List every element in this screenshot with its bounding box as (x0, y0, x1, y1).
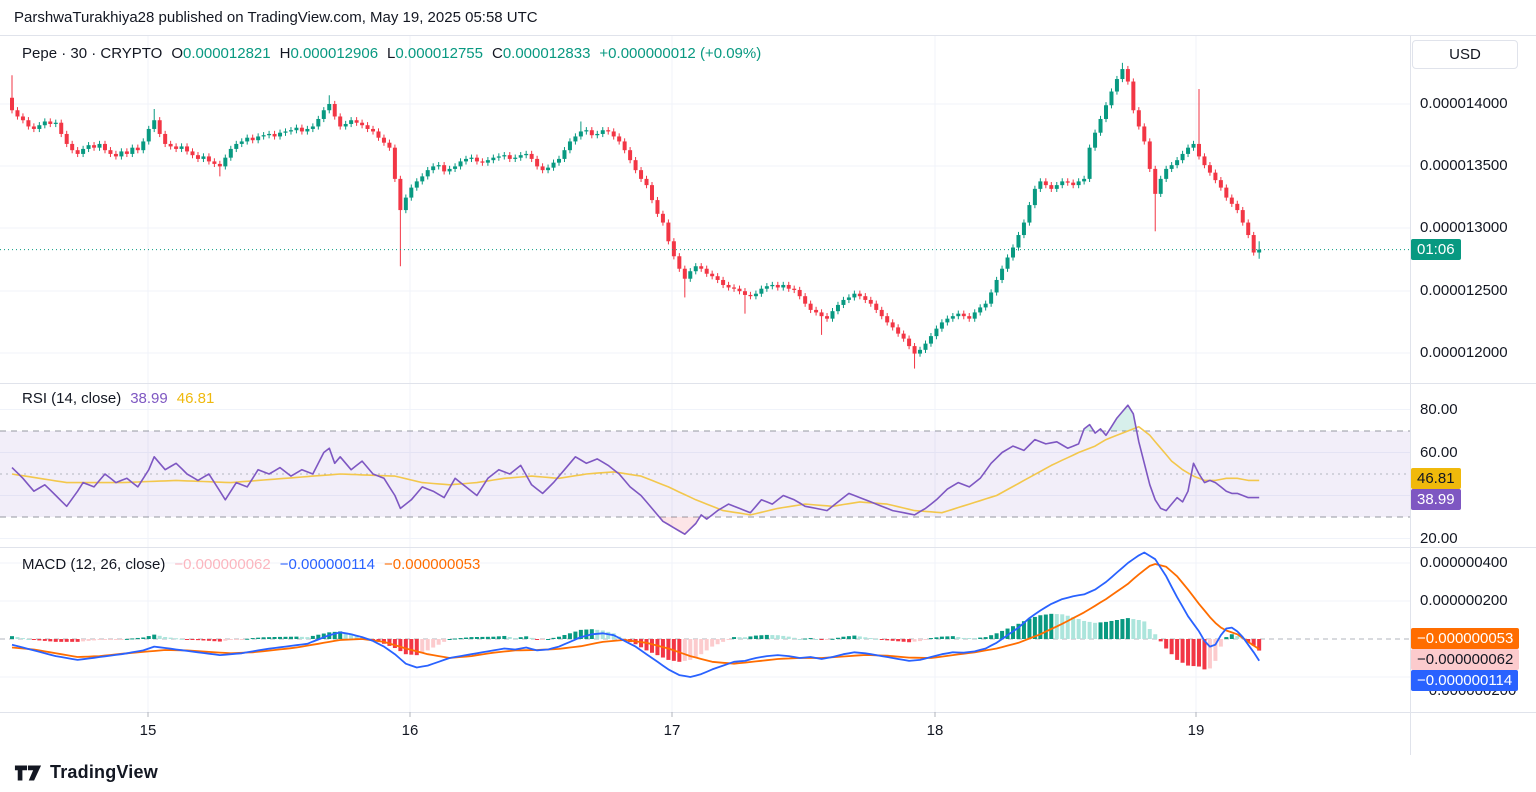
rsi-tick: 60.00 (1420, 444, 1458, 461)
macd-histogram-value: −0.000000062 (174, 556, 271, 573)
countdown-badge: 01:06 (1411, 239, 1461, 260)
ohlc-high: H0.000012906 (279, 45, 379, 62)
currency-button[interactable]: USD (1412, 40, 1518, 69)
macd-line-value: −0.000000114 (279, 556, 375, 573)
macd-histogram-badge: −0.000000062 (1411, 649, 1520, 670)
price-tick: 0.000012000 (1420, 344, 1508, 361)
tradingview-brand[interactable]: TradingView (50, 762, 158, 782)
price-change: +0.000000012 (+0.09%) (599, 45, 762, 62)
macd-tick: 0.000000200 (1420, 592, 1508, 609)
time-label: 19 (1187, 722, 1205, 739)
rsi-ma-value: 46.81 (176, 390, 215, 407)
rsi-value-badge: 38.99 (1411, 489, 1461, 510)
macd-title[interactable]: MACD (12, 26, close) (22, 556, 166, 573)
footer: TradingView (14, 762, 158, 783)
symbol-legend[interactable]: Pepe · 30 · CRYPTO O0.000012821 H0.00001… (22, 45, 761, 62)
ohlc-low: L0.000012755 (387, 45, 483, 62)
rsi-legend[interactable]: RSI (14, close) 38.99 46.81 (22, 390, 214, 407)
tradingview-logo-icon[interactable] (14, 763, 42, 783)
symbol-title[interactable]: Pepe · 30 · CRYPTO (22, 45, 163, 62)
ohlc-close: C0.000012833 (491, 45, 591, 62)
macd-signal-value: −0.000000053 (384, 556, 481, 573)
rsi-ma-badge: 46.81 (1411, 468, 1461, 489)
time-label: 15 (139, 722, 157, 739)
price-tick: 0.000013500 (1420, 157, 1508, 174)
rsi-title[interactable]: RSI (14, close) (22, 390, 122, 407)
macd-legend[interactable]: MACD (12, 26, close) −0.000000062 −0.000… (22, 556, 480, 573)
ohlc-open: O0.000012821 (171, 45, 271, 62)
time-label: 16 (401, 722, 419, 739)
time-label: 17 (663, 722, 681, 739)
rsi-value: 38.99 (130, 390, 168, 407)
macd-line-badge: −0.000000114 (1411, 670, 1519, 691)
price-tick: 0.000013000 (1420, 219, 1508, 236)
macd-tick: 0.000000400 (1420, 554, 1508, 571)
rsi-tick: 80.00 (1420, 401, 1458, 418)
price-tick: 0.000014000 (1420, 95, 1508, 112)
price-tick: 0.000012500 (1420, 282, 1508, 299)
time-label: 18 (926, 722, 944, 739)
rsi-tick: 20.00 (1420, 530, 1458, 547)
publish-attribution: ParshwaTurakhiya28 published on TradingV… (14, 9, 538, 26)
chart-canvas[interactable] (0, 35, 1536, 755)
macd-signal-badge: −0.000000053 (1411, 628, 1520, 649)
